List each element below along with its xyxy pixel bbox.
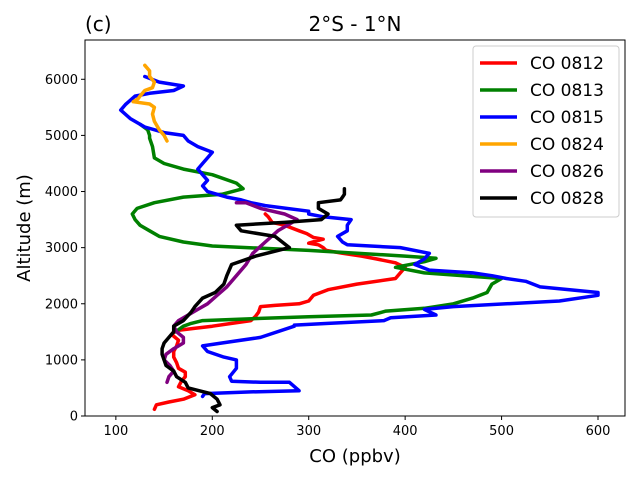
x-tick-label: 500 [489,424,514,439]
legend-label-1: CO 0812 [530,54,604,74]
x-tick-label: 200 [200,424,225,439]
y-tick-label: 0 [70,410,78,425]
x-axis: 100 200 300 400 500 600 [103,416,610,439]
legend: CO 0812 CO 0813 CO 0815 CO 0824 CO 0826 CO 08… [472,45,620,218]
x-tick-label: 600 [586,424,611,439]
y-tick-label: 4000 [45,185,78,200]
legend-label-4: CO 0824 [530,135,604,155]
y-tick-label: 5000 [45,129,78,144]
legend-label-2: CO 0813 [530,81,604,101]
panel-label: (c) [85,12,112,36]
x-tick-label: 100 [103,424,128,439]
plot-frame [84,39,626,417]
x-tick-label: 300 [296,424,321,439]
legend-label-6: CO 0828 [530,189,604,209]
series-line-6 [160,186,347,414]
x-axis-label: CO (ppbv) [309,446,400,467]
legend-label-5: CO 0826 [530,162,604,182]
y-tick-label: 2000 [45,297,78,312]
series-layer [118,63,600,414]
series-line-5 [162,200,299,385]
y-axis-label: Altitude (m) [14,174,35,282]
chart-title: 2°S - 1°N [308,12,401,36]
series-line-1 [152,212,407,412]
y-tick-label: 6000 [45,73,78,88]
series-line-3 [118,74,600,399]
y-tick-label: 3000 [45,241,78,256]
y-tick-label: 1000 [45,353,78,368]
series-line-2 [130,122,504,334]
x-tick-label: 400 [393,424,418,439]
y-axis: 0 1000 2000 3000 4000 5000 6000 [45,73,85,425]
legend-label-3: CO 0815 [530,108,604,128]
series-line-4 [131,63,169,143]
